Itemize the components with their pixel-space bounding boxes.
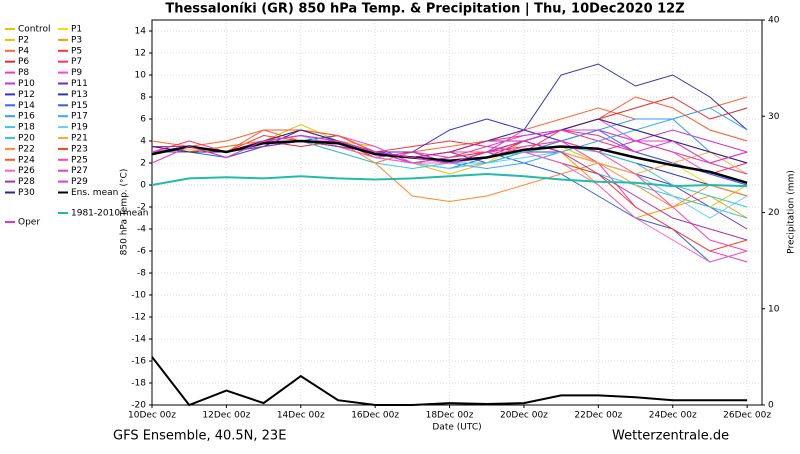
- legend-label: P20: [18, 134, 35, 144]
- legend-label: P17: [71, 112, 88, 122]
- legend-label: Ens. mean: [71, 188, 118, 198]
- legend-label: P13: [71, 90, 88, 100]
- y-tick-label: 14: [135, 27, 147, 37]
- footer-left: GFS Ensemble, 40.5N, 23E: [113, 429, 286, 444]
- chart-title: Thessaloníki (GR) 850 hPa Temp. & Precip…: [165, 2, 684, 17]
- y-tick-label: 10: [135, 71, 147, 81]
- legend-label: P15: [71, 101, 88, 111]
- x-tick-label: 18Dec 00z: [426, 411, 474, 421]
- y-tick-label: -14: [131, 335, 146, 345]
- series-line: [151, 134, 748, 208]
- y-tick-label: -4: [137, 225, 146, 235]
- y-tick-label: -10: [131, 291, 146, 301]
- x-tick-label: 16Dec 00z: [351, 411, 399, 421]
- legend-label: 1981-2010 mean: [71, 209, 148, 219]
- precipitation-line: [151, 356, 748, 407]
- x-tick-label: 24Dec 00z: [649, 411, 697, 421]
- y2-tick-label: 40: [768, 16, 780, 26]
- y-tick-label: 12: [135, 49, 146, 59]
- y-tick-label: 8: [140, 93, 146, 103]
- y-tick-label: 0: [140, 181, 146, 191]
- y2-tick-label: 10: [768, 304, 780, 314]
- legend-label: P5: [71, 46, 82, 56]
- y-tick-label: -20: [131, 401, 146, 411]
- y2-tick-label: 20: [768, 208, 780, 218]
- legend-label: P4: [18, 46, 29, 56]
- y-tick-label: -6: [137, 247, 146, 257]
- legend-label: P9: [71, 68, 82, 78]
- legend-label: Control: [18, 25, 51, 35]
- footer-right: Wetterzentrale.de: [612, 429, 729, 444]
- x-tick-label: 10Dec 00z: [128, 411, 176, 421]
- legend-label: P24: [18, 155, 35, 165]
- legend-label: P27: [71, 166, 88, 176]
- y-tick-label: 6: [140, 115, 146, 125]
- legend-label: P23: [71, 144, 88, 154]
- series-line: [151, 129, 748, 164]
- legend-label: P8: [18, 68, 29, 78]
- legend-label: Oper: [18, 218, 40, 228]
- legend-label: P6: [18, 57, 29, 67]
- series-line: [151, 172, 748, 188]
- legend-label: P12: [18, 90, 35, 100]
- y-tick-label: -12: [131, 313, 146, 323]
- legend-label: P22: [18, 144, 35, 154]
- x-tick-label: 14Dec 00z: [277, 411, 325, 421]
- y-tick-label: -8: [137, 269, 146, 279]
- y-tick-label: 2: [140, 159, 146, 169]
- y-tick-label: 4: [140, 137, 146, 147]
- x-tick-label: 12Dec 00z: [202, 411, 250, 421]
- y-tick-label: -18: [131, 379, 146, 389]
- legend-label: P1: [71, 25, 82, 35]
- x-tick-label: 22Dec 00z: [574, 411, 622, 421]
- legend-label: P19: [71, 123, 88, 133]
- legend-label: P7: [71, 57, 82, 67]
- plot-frame: [151, 19, 763, 406]
- legend-label: P21: [71, 134, 88, 144]
- y2-tick-label: 30: [768, 112, 780, 122]
- legend-label: P18: [18, 123, 35, 133]
- legend-label: P25: [71, 155, 88, 165]
- legend-label: P28: [18, 177, 35, 187]
- y2-tick-label: 0: [768, 401, 774, 411]
- legend-label: P26: [18, 166, 35, 176]
- x-axis-label: Date (UTC): [432, 423, 481, 433]
- legend-label: P11: [71, 79, 88, 89]
- legend-label: P29: [71, 177, 88, 187]
- y-axis-label: 850 hPa Temp. (°C): [120, 169, 130, 256]
- x-tick-label: 26Dec 00z: [723, 411, 771, 421]
- y2-axis-label: Precipitation (mm): [787, 170, 797, 254]
- legend-label: P2: [18, 35, 29, 45]
- legend-label: P30: [18, 188, 35, 198]
- series-line: [152, 140, 748, 241]
- x-tick-label: 20Dec 00z: [500, 411, 548, 421]
- y-tick-label: -16: [131, 357, 146, 367]
- legend-label: P14: [18, 101, 35, 111]
- legend-label: P3: [71, 35, 82, 45]
- legend-label: P10: [18, 79, 35, 89]
- legend-label: P16: [18, 112, 35, 122]
- y-tick-label: -2: [137, 203, 146, 213]
